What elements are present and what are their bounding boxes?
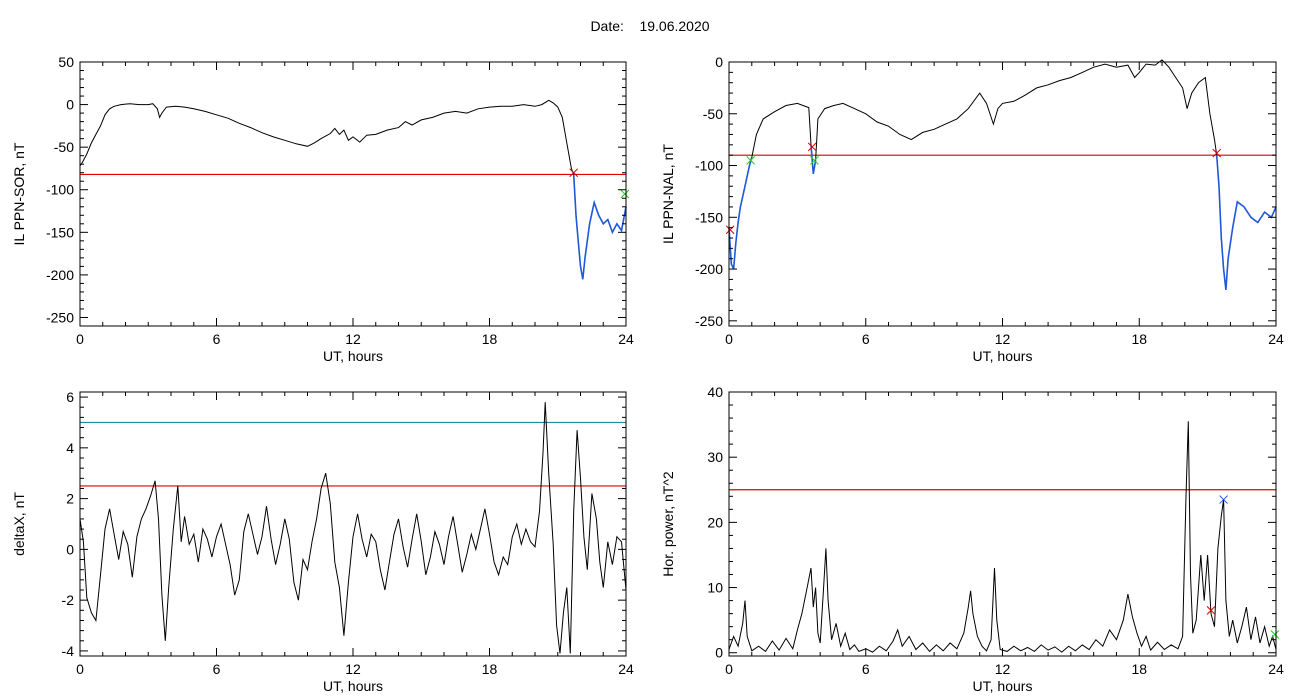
x-tick-label: 6 [862, 661, 870, 677]
x-axis-label: UT, hours [323, 678, 383, 694]
y-tick-label: -50 [703, 106, 723, 122]
plot-frame [79, 61, 627, 327]
series-line [79, 99, 627, 280]
series-line [79, 402, 627, 654]
x-tick-label: 0 [725, 331, 733, 347]
x-tick-label: 12 [345, 331, 361, 347]
event-marker-4 [1212, 148, 1222, 158]
y-tick-label: -100 [695, 158, 723, 174]
event-marker-1 [1219, 495, 1228, 504]
x-tick-label: 12 [345, 661, 361, 677]
x-tick-label: 24 [1268, 331, 1284, 347]
series-line [728, 59, 1277, 290]
y-tick-label: -100 [46, 182, 74, 198]
event-marker-1 [620, 189, 630, 199]
x-tick-label: 12 [995, 661, 1011, 677]
y-tick-label: -200 [46, 267, 74, 283]
date-value: 19.06.2020 [639, 18, 710, 34]
chart-panel-nal: 0 6 12 18 24 0 -50 -100 -150 -200 -250 UT, hours IL … [660, 54, 1284, 364]
y-axis-label: Hor. power, nT^2 [660, 471, 676, 577]
y-tick-label: 50 [58, 54, 74, 70]
x-tick-label: 6 [862, 331, 870, 347]
y-tick-label: -50 [54, 139, 74, 155]
plot-frame [728, 391, 1277, 657]
y-tick-label: 0 [66, 97, 74, 113]
x-tick-label: 12 [995, 331, 1011, 347]
highlight-segment-2 [1215, 155, 1277, 290]
y-tick-label: 30 [707, 449, 723, 465]
y-tick-label: -250 [695, 313, 723, 329]
series-line [728, 421, 1277, 653]
event-marker-1 [746, 155, 756, 165]
x-tick-label: 18 [482, 661, 498, 677]
x-axis-label: UT, hours [973, 348, 1033, 364]
chart-panel-power: 0 6 12 18 24 40 30 20 10 0 UT, hours Hor. power, nT… [660, 384, 1284, 694]
chart-panel-deltax: 0 6 12 18 24 6 4 2 0 -2 -4 UT, hours deltaX, nT [11, 389, 634, 694]
x-tick-label: 6 [213, 331, 221, 347]
event-marker-2 [807, 142, 817, 152]
x-tick-label: 18 [1131, 331, 1147, 347]
x-tick-label: 18 [482, 331, 498, 347]
figure-title: Date: 19.06.2020 [0, 18, 1300, 34]
x-tick-label: 18 [1131, 661, 1147, 677]
x-tick-label: 0 [76, 661, 84, 677]
y-tick-label: 2 [66, 491, 74, 507]
y-tick-label: 0 [715, 645, 723, 661]
y-tick-label: 0 [715, 54, 723, 70]
event-marker-3 [810, 155, 819, 165]
y-axis-label: IL PPN-SOR, nT [11, 142, 27, 245]
plot-frame [728, 61, 1277, 327]
event-marker-0 [1206, 606, 1216, 615]
highlight-segment-0 [572, 174, 627, 280]
y-axis-label: deltaX, nT [11, 492, 27, 556]
chart-panel-sor: 0 6 12 18 24 50 0 -50 -100 -150 -200 -250 UT, hours I… [11, 54, 634, 364]
highlight-segment-1 [810, 144, 817, 174]
y-axis-label: IL PPN-NAL, nT [660, 144, 676, 244]
y-tick-label: -250 [46, 309, 74, 325]
y-tick-label: 6 [66, 389, 74, 405]
x-axis-label: UT, hours [323, 348, 383, 364]
highlight-segment-0 [728, 156, 753, 270]
x-tick-label: 24 [618, 331, 634, 347]
y-tick-label: -2 [62, 592, 75, 608]
event-marker-0 [725, 225, 735, 235]
y-tick-label: 4 [66, 440, 74, 456]
y-tick-label: -4 [62, 643, 75, 659]
date-label: Date: [590, 18, 624, 34]
y-tick-label: 10 [707, 580, 723, 596]
y-tick-label: -150 [46, 224, 74, 240]
x-tick-label: 0 [725, 661, 733, 677]
y-tick-label: -200 [695, 261, 723, 277]
y-tick-label: -150 [695, 209, 723, 225]
x-axis-label: UT, hours [973, 678, 1033, 694]
x-tick-label: 24 [618, 661, 634, 677]
x-tick-label: 6 [213, 661, 221, 677]
event-marker-0 [569, 168, 579, 178]
x-tick-label: 24 [1268, 661, 1284, 677]
y-tick-label: 0 [66, 541, 74, 557]
y-tick-label: 40 [707, 384, 723, 400]
x-tick-label: 0 [76, 331, 84, 347]
y-tick-label: 20 [707, 514, 723, 530]
event-marker-2 [1270, 630, 1280, 639]
